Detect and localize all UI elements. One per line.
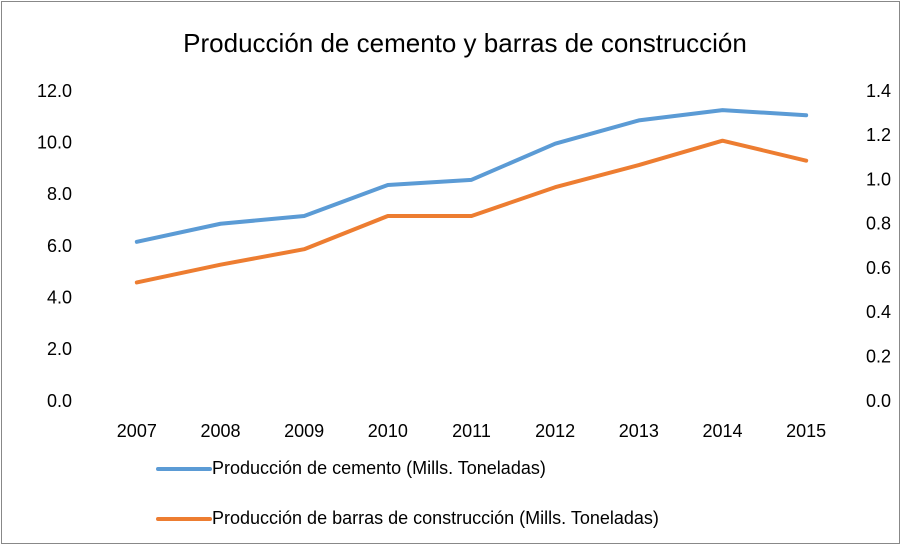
x-tick-label: 2009 xyxy=(284,421,324,441)
x-tick-label: 2008 xyxy=(200,421,240,441)
legend-label: Producción de cemento (Mills. Toneladas) xyxy=(212,458,546,478)
y-tick-label: 12.0 xyxy=(37,81,72,101)
legend-label: Producción de barras de construcción (Mi… xyxy=(212,508,659,528)
y-tick-label: 0.0 xyxy=(47,391,72,411)
x-tick-label: 2013 xyxy=(619,421,659,441)
x-tick-label: 2007 xyxy=(117,421,157,441)
x-tick-label: 2012 xyxy=(535,421,575,441)
y-tick-label: 10.0 xyxy=(37,132,72,152)
y2-tick-label: 1.2 xyxy=(866,125,891,145)
y2-tick-label: 0.0 xyxy=(866,391,891,411)
y2-tick-label: 0.8 xyxy=(866,214,891,234)
series-line xyxy=(134,138,809,285)
y-tick-label: 8.0 xyxy=(47,184,72,204)
y-tick-label: 4.0 xyxy=(47,287,72,307)
x-tick-label: 2015 xyxy=(786,421,826,441)
x-tick-label: 2014 xyxy=(702,421,742,441)
x-tick-label: 2011 xyxy=(452,421,491,441)
y2-tick-label: 1.4 xyxy=(866,81,891,101)
y2-tick-label: 0.4 xyxy=(866,302,891,322)
series-line xyxy=(134,108,809,244)
x-tick-label: 2010 xyxy=(368,421,408,441)
y2-tick-label: 1.0 xyxy=(866,169,891,189)
y-tick-label: 6.0 xyxy=(47,236,72,256)
y-tick-label: 2.0 xyxy=(47,339,72,359)
y2-tick-label: 0.6 xyxy=(866,258,891,278)
chart-title: Producción de cemento y barras de constr… xyxy=(183,28,747,58)
y2-tick-label: 0.2 xyxy=(866,346,891,366)
